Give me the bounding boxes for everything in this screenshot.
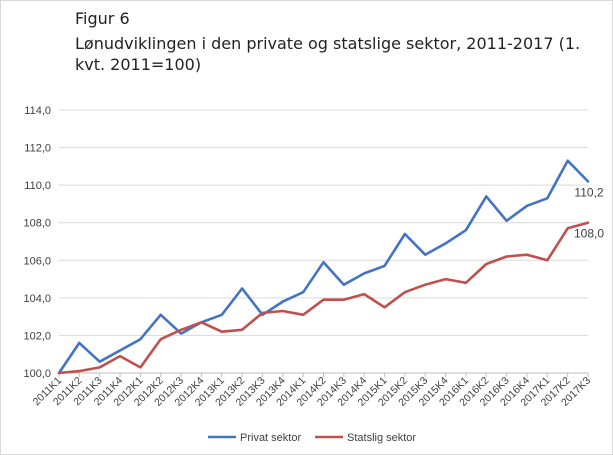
legend-label: Statslig sektor [347, 432, 416, 444]
figure-label: Figur 6 [75, 9, 130, 28]
y-tick-label: 112,0 [24, 143, 51, 155]
y-tick-label: 100,0 [23, 368, 51, 380]
y-tick-label: 106,0 [23, 255, 51, 267]
data-label: 108,0 [574, 227, 604, 241]
y-tick-label: 104,0 [23, 293, 51, 305]
legend-label: Privat sektor [240, 432, 301, 444]
data-label: 110,2 [574, 185, 603, 199]
y-tick-label: 108,0 [23, 218, 51, 230]
y-tick-label: 102,0 [23, 330, 51, 342]
y-tick-label: 114,0 [24, 105, 51, 117]
y-tick-label: 110,0 [24, 180, 51, 192]
chart-title: Lønudviklingen i den private og statslig… [75, 34, 581, 74]
series-line-privat [57, 159, 590, 375]
series-line-statslig [57, 221, 590, 375]
